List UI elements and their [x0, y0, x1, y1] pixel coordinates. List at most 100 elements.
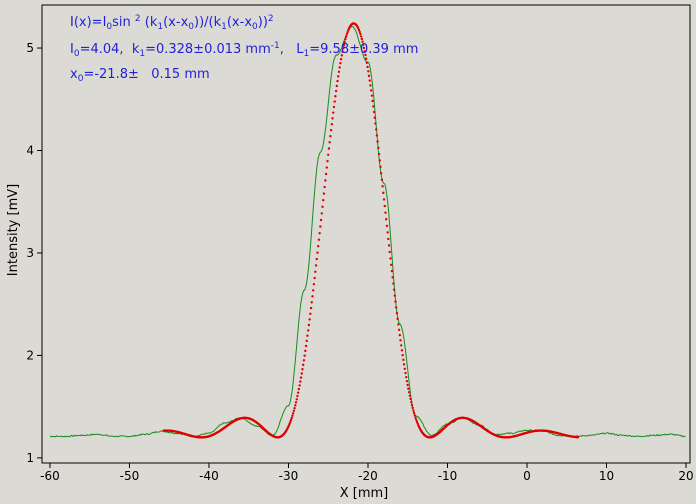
fit-point [296, 394, 299, 398]
fit-point [327, 147, 331, 150]
fit-point [299, 376, 303, 379]
x-axis-label: X [mm] [340, 486, 389, 501]
x-tick-label: -60 [40, 469, 60, 483]
x-tick-label: -30 [279, 469, 299, 483]
fit-point [296, 391, 300, 394]
fit-point [337, 70, 341, 74]
fit-point [303, 354, 306, 357]
fit-point [311, 295, 314, 298]
x-tick-label: -20 [358, 469, 378, 483]
fit-point [410, 400, 413, 404]
fit-point [331, 117, 334, 120]
fit-point [404, 371, 407, 375]
fit-point [371, 99, 374, 103]
fit-point [411, 406, 414, 410]
fit-point [392, 288, 396, 291]
fit-point [314, 270, 317, 273]
fit-point [329, 134, 332, 138]
fit-point [314, 264, 318, 267]
fit-point [359, 35, 363, 38]
fit-point [362, 43, 365, 46]
fit-point [373, 116, 376, 119]
fit-series [162, 22, 580, 439]
fit-point [412, 409, 415, 412]
fit-point [358, 30, 361, 34]
y-tick-label: 3 [26, 246, 34, 260]
fit-point [335, 84, 339, 88]
fit-point [334, 95, 337, 98]
fit-point [319, 218, 323, 222]
fit-point [393, 294, 396, 297]
fit-point [410, 403, 414, 407]
fit-point [339, 62, 342, 65]
fit-formula: I(x)=I0sin 2 (k1(x-x0))/(k1(x-x0))2 [70, 14, 274, 32]
fit-point [408, 394, 412, 397]
y-tick-label: 2 [26, 348, 34, 362]
fit-point [401, 353, 404, 357]
fit-point [334, 89, 338, 93]
fit-point [367, 70, 370, 73]
fit-point [394, 300, 397, 303]
fit-point [330, 123, 334, 126]
fit-point [308, 318, 311, 321]
fit-point [366, 65, 369, 69]
fit-point [379, 172, 383, 175]
fit-parameters: I0=4.04, k1=0.328±0.013 mm-1, L1=9.58±0.… [70, 41, 419, 59]
fit-point [292, 409, 296, 413]
fit-point [326, 159, 329, 163]
fit-point [397, 323, 400, 326]
fit-point [402, 358, 405, 362]
fit-point [316, 251, 319, 254]
fit-point [402, 363, 406, 366]
fit-point [320, 212, 323, 215]
fit-point [317, 238, 321, 241]
fit-point [338, 66, 341, 69]
x-tick-label: -10 [438, 469, 458, 483]
fit-point [382, 191, 385, 195]
fit-point [317, 245, 320, 248]
fit-point [324, 179, 327, 182]
fit-point [405, 379, 409, 383]
fit-point [383, 204, 386, 208]
fit-point [345, 33, 349, 36]
fit-point [399, 339, 402, 342]
x-tick-label: -50 [120, 469, 140, 483]
fit-point [295, 398, 298, 401]
fit-point [307, 329, 310, 332]
fit-point [388, 250, 391, 254]
fit-point [289, 420, 292, 424]
fit-point [405, 375, 408, 379]
fit-point [382, 198, 386, 201]
fit-point [299, 380, 302, 383]
fit-point [389, 257, 392, 260]
fit-point [387, 237, 390, 241]
fit-point [372, 105, 375, 108]
fit-point [375, 134, 379, 137]
fit-point [363, 50, 366, 53]
fit-point [294, 401, 298, 404]
x-tick-label: 0 [523, 469, 531, 483]
fit-point [319, 225, 322, 228]
fit-point [376, 140, 379, 143]
fit-point [386, 231, 389, 234]
fit-point [361, 40, 364, 43]
y-tick-label: 5 [26, 41, 34, 55]
fit-point [398, 333, 401, 337]
fit-point [409, 397, 412, 401]
fit-point [309, 306, 313, 310]
y-tick-label: 1 [26, 451, 34, 465]
fit-point [390, 269, 394, 273]
fit-point [315, 257, 318, 261]
fit-point [391, 276, 394, 279]
fit-point [357, 28, 361, 32]
fit-point [328, 141, 331, 144]
fit-point [364, 53, 367, 57]
fit-point [339, 58, 343, 61]
x-tick-label: 10 [599, 469, 614, 483]
fit-point [302, 359, 306, 362]
fit-point [395, 306, 398, 309]
fit-point [400, 349, 404, 352]
fit-point [333, 100, 336, 103]
fit-point [407, 387, 410, 390]
fit-point [327, 153, 330, 156]
